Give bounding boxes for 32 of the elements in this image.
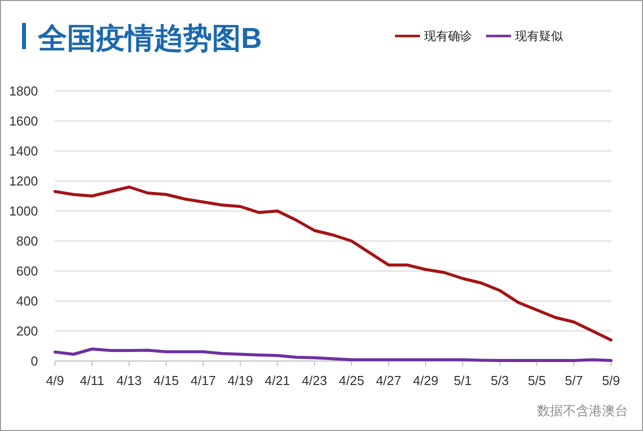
y-tick-label: 1200 [9,174,38,188]
legend-label: 现有确诊 [424,29,472,43]
y-tick-label: 200 [16,324,38,338]
y-tick-label: 1800 [9,84,38,98]
y-tick-label: 0 [30,354,38,368]
x-tick-label: 4/17 [190,373,216,388]
x-tick-label: 4/21 [264,373,290,388]
x-tick-label: 4/11 [80,373,104,388]
x-tick-label: 5/1 [454,373,472,388]
y-tick-label: 600 [16,264,38,278]
y-tick-label: 400 [16,294,38,308]
x-tick-label: 5/9 [602,373,620,388]
legend-label: 现有疑似 [515,29,563,43]
x-tick-label: 4/15 [154,373,179,388]
legend-item: 现有确诊 [395,29,472,43]
x-tick-label: 4/25 [338,373,364,388]
x-tick-label: 4/29 [413,373,438,388]
x-tick-label: 4/9 [46,373,64,388]
y-tick-label: 1600 [9,114,38,128]
title: 全国疫情趋势图B [38,23,262,55]
y-tick-label: 1400 [9,144,38,158]
y-tick-label: 1000 [9,204,38,218]
x-tick-label: 5/3 [490,373,509,388]
x-tick-label: 5/7 [564,373,583,388]
x-tick-label: 4/23 [302,373,328,388]
y-tick-label: 800 [16,234,38,248]
x-tick-label: 4/13 [116,373,142,388]
x-tick-label: 5/5 [528,373,546,388]
x-tick-label: 4/19 [228,373,253,388]
x-tick-label: 4/27 [376,373,402,388]
annotation: 数据不含港澳台 [537,403,628,418]
legend-item: 现有疑似 [486,29,563,43]
